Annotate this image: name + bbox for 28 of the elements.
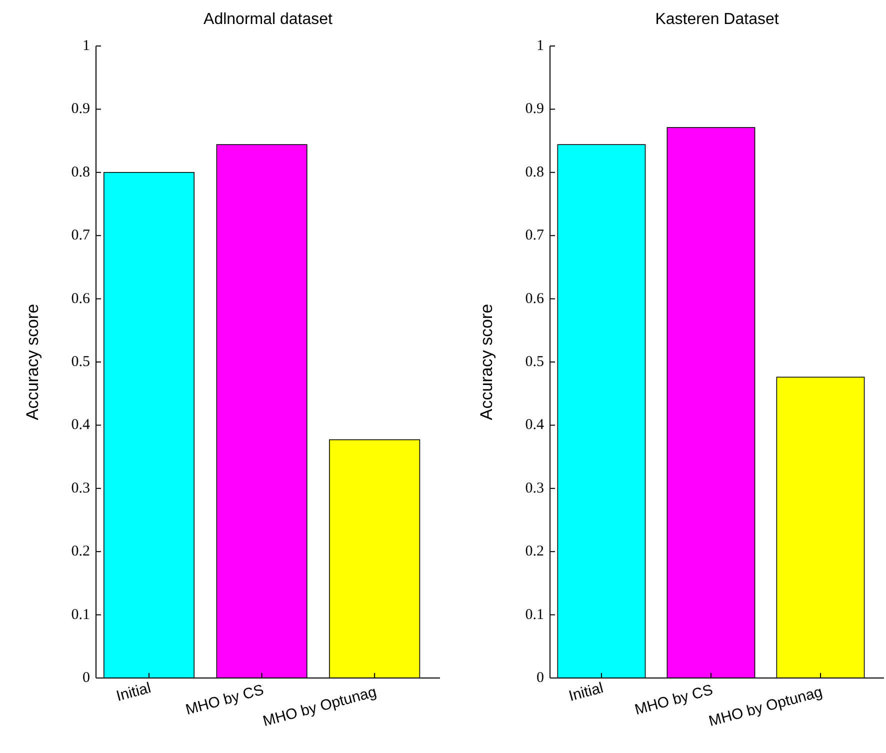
y-tick-label: 1: [536, 38, 544, 54]
y-tick-label: 0.7: [525, 228, 544, 244]
y-tick-label: 0.3: [71, 480, 90, 496]
y-tick-label: 0.3: [525, 480, 544, 496]
y-tick-label: 0.2: [71, 544, 90, 560]
y-tick-label: 0.1: [525, 606, 544, 623]
y-tick-label: 0.5: [525, 354, 544, 370]
y-tick-label: 0.8: [71, 164, 90, 180]
y-axis-title: Accuracy score: [477, 304, 496, 420]
x-tick-label: Initial: [114, 679, 153, 705]
x-tick-label: Initial: [566, 679, 606, 705]
y-tick-label: 0.6: [71, 290, 90, 307]
chart-title: Kasteren Dataset: [655, 11, 780, 28]
y-tick-label: 1: [82, 38, 90, 54]
y-tick-label: 0.6: [525, 290, 544, 307]
y-tick-label: 0.1: [71, 606, 90, 623]
y-tick-label: 0.4: [71, 417, 90, 434]
y-tick-label: 0.9: [525, 101, 544, 118]
y-tick-label: 0.9: [71, 101, 90, 118]
y-tick-label: 0.8: [525, 164, 544, 180]
y-axis-title: Accuracy score: [23, 304, 42, 420]
y-tick-label: 0: [536, 670, 544, 686]
y-tick-label: 0.5: [71, 354, 90, 370]
y-tick-label: 0.2: [525, 544, 544, 560]
y-tick-label: 0: [82, 670, 90, 686]
y-tick-label: 0.4: [525, 417, 544, 434]
y-tick-label: 0.7: [71, 228, 90, 244]
chart-title: Adlnormal dataset: [204, 11, 334, 28]
